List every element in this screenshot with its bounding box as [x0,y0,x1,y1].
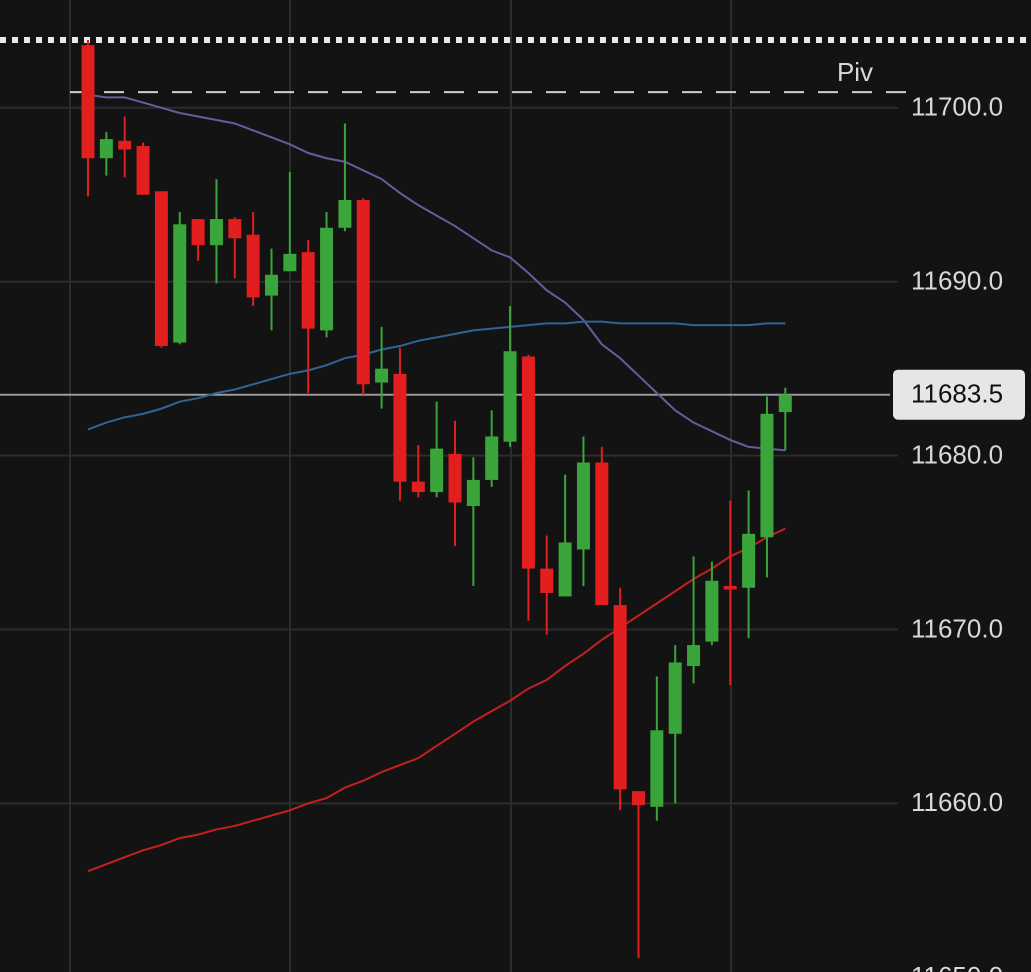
candle-body [154,191,168,347]
moving-average [87,527,786,873]
y-tick-label: 11690.0 [911,266,1003,296]
candle-body [99,139,113,159]
candle-body [136,146,150,195]
price-axis: 11650.0 11660.0 11670.0 11680.0 11690.0 11700… [893,92,1025,972]
candle-body [265,274,278,296]
last-price-label: 11683.5 [911,379,1003,409]
candle-body [742,533,756,588]
candle-body [576,462,590,550]
candle-body [393,373,407,482]
candle-body [503,351,517,442]
candle-body [81,45,95,159]
moving-average [87,93,786,452]
plot [81,39,792,959]
candle-body [191,219,205,246]
candle-body [356,199,370,385]
candle-body [430,448,444,493]
candle-body [760,413,774,538]
candle-body [320,227,334,331]
candle-body [650,730,664,807]
candle-body [540,568,554,593]
candle-body [778,394,792,413]
moving-average [87,320,786,431]
candle-body [173,224,187,343]
pivot-label: Piv [837,57,873,87]
candle-body [705,580,719,642]
candle-body [466,479,480,506]
candle-body [687,645,701,666]
candle-body [613,605,627,790]
candle-body [338,199,352,228]
candle-body [723,585,737,590]
candle-body [448,453,462,503]
candle-body [485,436,499,480]
candle-body [283,253,297,272]
candle-body [668,662,682,734]
y-tick-label: 11680.0 [911,439,1003,469]
y-tick-label: 11670.0 [911,613,1003,643]
candle-body [375,368,389,383]
last-price-box [893,369,1025,420]
y-tick-label: 11660.0 [911,787,1003,817]
candle-body [301,252,315,329]
grid: Piv [0,36,1031,805]
y-tick-label: 11700.0 [911,92,1003,122]
candle-body [246,234,260,298]
candle-body [209,219,223,246]
candle-body [632,791,645,806]
y-tick-label: 11650.0 [911,961,1003,972]
candle-body [595,462,609,606]
candle-body [558,542,572,597]
candle-body [228,219,242,239]
candle-body [118,140,132,150]
candle-body [411,481,425,493]
candle-body [521,356,535,569]
